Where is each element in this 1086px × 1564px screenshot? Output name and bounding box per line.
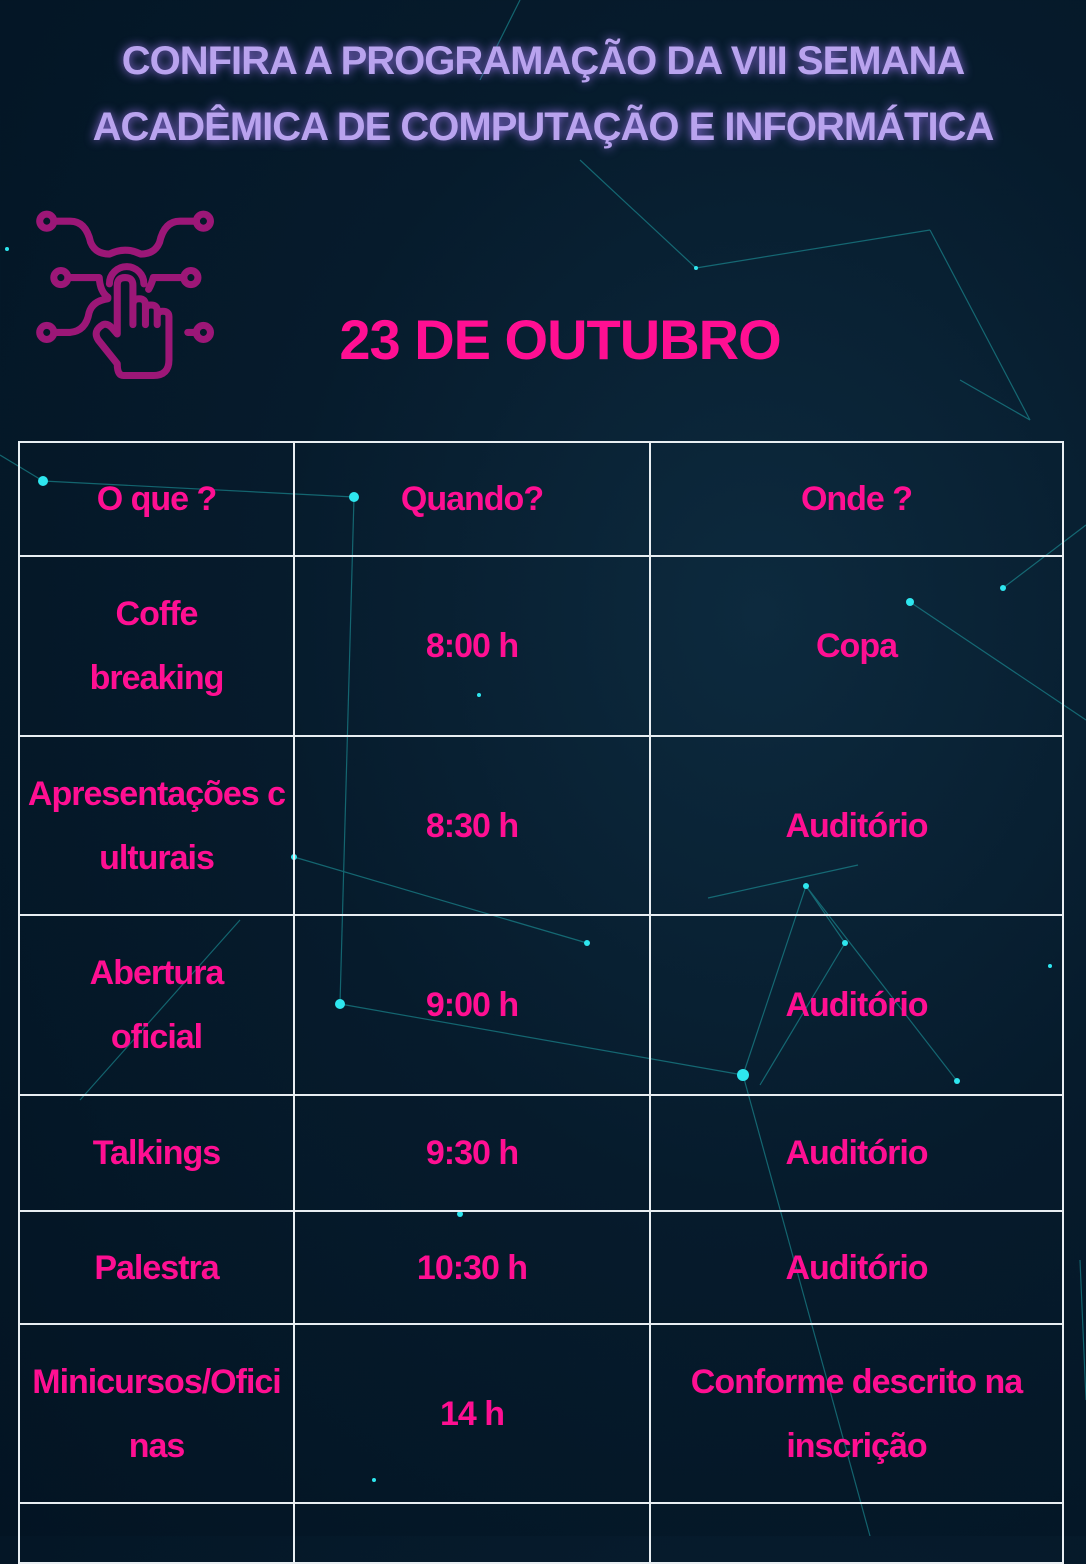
cell-when: 9:00 h (293, 914, 651, 1096)
cell-what: Minicursos/Oficinas (18, 1323, 295, 1504)
cell-what: Abertura oficial (18, 914, 295, 1096)
title-line-2: ACADÊMICA DE COMPUTAÇÃO E INFORMÁTICA (92, 105, 995, 149)
cell-where: Auditório (649, 1210, 1064, 1325)
cell-what: Coffe breaking (18, 555, 295, 737)
cell-what: Apresentações culturais (18, 735, 295, 916)
cell-where: Conforme descrito na inscrição (649, 1323, 1064, 1504)
cell-what: Palestra (18, 1210, 295, 1325)
cell-when: 14 h (293, 1323, 651, 1504)
touch-circuit-hand-icon (36, 210, 214, 380)
event-date: 23 DE OUTUBRO (339, 308, 781, 371)
cell-when: 8:30 h (293, 735, 651, 916)
cell-empty (649, 1502, 1064, 1564)
cell-when: 10:30 h (293, 1210, 651, 1325)
table-row: Coffe breaking 8:00 h Copa (18, 555, 1064, 737)
cell-when: 8:00 h (293, 555, 651, 737)
title-line-1: CONFIRA A PROGRAMAÇÃO DA VIII SEMANA (121, 39, 966, 83)
cell-when: 9:30 h (293, 1094, 651, 1212)
cell-empty (293, 1502, 651, 1564)
table-row: Palestra 10:30 h Auditório (18, 1210, 1064, 1325)
cell-where: Auditório (649, 914, 1064, 1096)
table-row: Abertura oficial 9:00 h Auditório (18, 914, 1064, 1096)
table-row-empty (18, 1502, 1064, 1564)
table-header-row: O que ? Quando? Onde ? (18, 441, 1064, 557)
cell-empty (18, 1502, 295, 1564)
cell-where: Copa (649, 555, 1064, 737)
cell-what: Talkings (18, 1094, 295, 1212)
cell-where: Auditório (649, 1094, 1064, 1212)
cell-where: Auditório (649, 735, 1064, 916)
schedule-table: O que ? Quando? Onde ? Coffe breaking 8:… (18, 441, 1064, 1564)
header-where: Onde ? (649, 441, 1064, 557)
table-row: Apresentações culturais 8:30 h Auditório (18, 735, 1064, 916)
header-what: O que ? (18, 441, 295, 557)
header-when: Quando? (293, 441, 651, 557)
table-row: Minicursos/Oficinas 14 h Conforme descri… (18, 1323, 1064, 1504)
table-row: Talkings 9:30 h Auditório (18, 1094, 1064, 1212)
